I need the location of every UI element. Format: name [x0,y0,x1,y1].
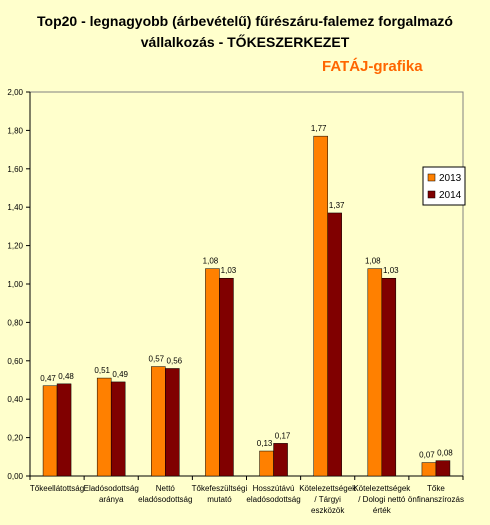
bar-2014 [327,212,342,477]
data-label-2014: 1,03 [221,266,237,275]
y-tick-label: 1,00 [7,280,23,289]
legend-label-2014: 2014 [439,190,462,201]
x-category-label: Nettó [156,484,176,493]
y-tick-label: 2,00 [7,88,23,97]
y-tick-label: 0,60 [7,357,23,366]
data-label-2013: 1,08 [365,257,381,266]
bar-2013 [367,268,383,477]
data-label-2014: 0,17 [275,431,291,440]
bar-2013 [259,450,274,477]
bar-2014 [273,443,288,477]
data-label-2013: 0,57 [149,355,165,364]
x-category-label: Tőkefeszültségi [192,484,248,493]
data-label-2013: 0,07 [419,451,435,460]
legend-swatch-2014 [427,190,436,199]
x-category-label: Hosszútávú [253,484,295,493]
x-category-label: / Dologi nettó [358,495,406,504]
bar-2014 [56,383,72,477]
x-category-label: eladósodottság [138,495,192,504]
data-label-2013: 0,13 [257,439,273,448]
bar-2013 [205,268,220,477]
data-label-2014: 0,48 [58,372,74,381]
bar-2013 [421,462,437,477]
x-category-label: Eladósodottság [84,484,139,493]
bar-2014 [110,381,126,477]
data-label-2014: 0,08 [437,449,453,458]
bar-2013 [313,135,328,477]
data-label-2013: 1,77 [311,124,327,133]
brand-label: FATÁJ-grafika [322,58,423,75]
x-category-label: aránya [99,495,124,504]
y-tick-label: 1,20 [7,242,23,251]
x-category-label: önfinanszírozás [408,495,464,504]
x-category-label: eszközök [311,506,345,515]
legend-swatch-2013 [427,173,436,182]
x-category-label: mutató [207,495,232,504]
legend-box [422,166,466,206]
data-label-2013: 1,08 [203,257,219,266]
bar-2014 [381,277,397,477]
x-category-label: Kötelezettségek [299,484,357,493]
x-category-label: Kötelezettségek [353,484,411,493]
y-tick-label: 0,40 [7,395,23,404]
y-tick-label: 1,60 [7,165,23,174]
y-tick-label: 0,00 [7,472,23,481]
data-label-2014: 0,56 [167,356,183,365]
y-tick-label: 0,80 [7,318,23,327]
x-category-label: / Tárgyi [314,495,341,504]
bar-2014 [165,368,180,477]
bar-2013 [96,377,112,477]
data-label-2014: 0,49 [112,370,128,379]
chart-title-line-1: Top20 - legnagyobb (árbevételű) fűrészár… [37,13,453,29]
data-label-2014: 1,03 [383,266,399,275]
bar-2013 [151,366,166,477]
bar-2013 [42,385,58,477]
bar-2014 [435,460,451,477]
x-category-label: Tőke [427,484,445,493]
data-label-2013: 0,51 [94,366,110,375]
data-label-2013: 0,47 [40,374,56,383]
y-tick-label: 1,40 [7,203,23,212]
x-category-label: eladósodottság [246,495,300,504]
data-label-2014: 1,37 [329,201,345,210]
plot-area [29,91,464,477]
chart-title-line-2: vállalkozás - TŐKESZERKEZET [140,34,350,50]
x-category-label: Tőkeellátottság [30,484,84,493]
legend-label-2013: 2013 [439,173,462,184]
y-tick-label: 0,20 [7,434,23,443]
x-category-label: érték [373,506,392,515]
bar-2014 [219,277,234,477]
y-tick-label: 1,80 [7,126,23,135]
